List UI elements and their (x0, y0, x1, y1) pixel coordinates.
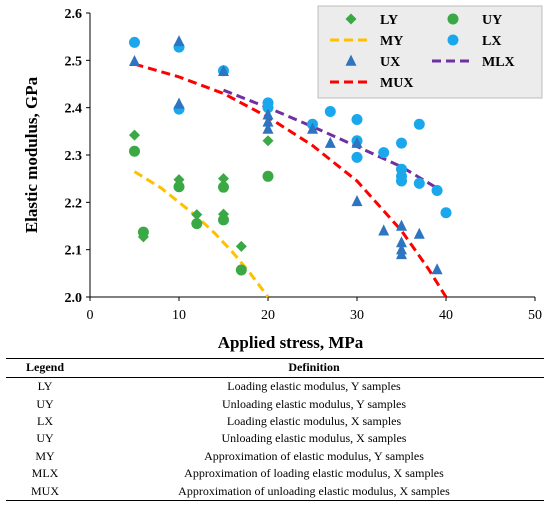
point-ux (173, 35, 185, 47)
legend-label-mux: MUX (380, 76, 413, 91)
y-tick-label: 2.3 (65, 149, 83, 164)
legend-definition: Loading elastic modulus, Y samples (227, 379, 401, 394)
legend-swatch-ly (345, 13, 357, 25)
table-row: LY Loading elastic modulus, Y samples (6, 378, 544, 396)
point-ux (396, 236, 407, 248)
series-line-mux (134, 62, 448, 298)
x-tick-label: 50 (528, 308, 542, 323)
legend-column-header: Legend (6, 358, 84, 378)
x-tick-label: 10 (172, 308, 186, 323)
point-ly (191, 209, 203, 221)
legend-label-mlx: MLX (482, 55, 515, 70)
point-uy (191, 218, 203, 230)
point-ly (129, 129, 140, 141)
point-uy (218, 214, 229, 226)
x-axis-label: Applied stress, MPa (218, 333, 364, 352)
series-line-mlx (222, 88, 438, 190)
point-ux (173, 97, 185, 109)
point-ly (262, 135, 274, 147)
definition-column-header: Definition (84, 358, 544, 378)
legend-code: UY (36, 396, 54, 411)
y-tick-label: 2.4 (65, 102, 83, 117)
point-lx (440, 207, 452, 219)
chart: 2.0 2.1 2.2 2.3 2.4 2.5 2.6 0 10 20 30 40 50 Applied … (22, 5, 543, 352)
point-uy (262, 170, 274, 182)
point-ux (396, 219, 407, 231)
point-lx (413, 177, 425, 189)
table-row: LX Loading elastic modulus, X samples (6, 413, 544, 430)
point-uy (137, 226, 149, 238)
table-row: MLX Approximation of loading elastic modu… (6, 465, 544, 482)
y-tick-label: 2.1 (65, 244, 83, 259)
point-lx (396, 175, 407, 187)
point-lx (396, 137, 407, 149)
point-lx (324, 105, 336, 117)
point-uy (235, 264, 247, 276)
y-tick-label: 2.6 (65, 7, 83, 22)
y-axis-label: Elastic modulus, GPa (22, 76, 41, 233)
series-line-my (133, 170, 270, 298)
point-lx (351, 151, 363, 163)
y-tick-label: 2.2 (65, 196, 83, 211)
x-tick-label: 20 (261, 308, 275, 323)
point-ux (129, 54, 140, 67)
point-lx (262, 102, 274, 114)
legend-swatch-ux (345, 54, 357, 66)
x-tick-label: 30 (350, 308, 364, 323)
legend-swatch-uy (447, 13, 459, 25)
legend-definition: Unloading elastic modulus, Y samples (221, 396, 407, 411)
legend-code: MY (35, 448, 55, 463)
legend-box (317, 5, 543, 99)
legend-definition: Approximation of loading elastic modulus… (184, 466, 444, 481)
point-ux (262, 115, 274, 127)
point-lx (413, 118, 425, 130)
point-ux (413, 227, 425, 239)
legend-definition: Unloading elastic modulus, X samples (221, 431, 407, 446)
table-row: UY Unloading elastic modulus, Y samples (6, 395, 544, 412)
point-ux (351, 195, 363, 207)
legend-code: MUX (6, 482, 84, 501)
point-uy (218, 181, 229, 193)
x-tick-label: 0 (87, 308, 94, 323)
point-lx (431, 185, 443, 196)
legend-label-ly: LY (380, 13, 398, 28)
legend-label-my: MY (380, 34, 403, 49)
table-row: MUX Approximation of unloading elastic mo… (6, 482, 544, 501)
legend-code: LX (37, 413, 53, 428)
legend-definition: Approximation of unloading elastic modul… (84, 482, 544, 501)
point-lx (129, 36, 140, 48)
point-lx (351, 114, 363, 125)
point-ly (218, 173, 229, 185)
table-row: UY Unloading elastic modulus, X samples (6, 430, 544, 447)
legend-label-ux: UX (380, 55, 400, 70)
point-ux (324, 136, 336, 148)
legend-table-header: Legend Definition (6, 358, 544, 378)
x-tick-label: 40 (439, 308, 453, 323)
point-ux (262, 108, 274, 120)
point-lx (378, 147, 390, 159)
legend-swatch-lx (447, 34, 459, 46)
point-ux (378, 224, 390, 236)
table-row: MY Approximation of elastic modulus, Y sa… (6, 448, 544, 465)
legend-label-uy: UY (482, 13, 502, 28)
legend-code: MLX (31, 466, 59, 481)
legend-definition: Approximation of elastic modulus, Y samp… (204, 448, 424, 463)
point-ux (262, 122, 274, 134)
legend-table: Legend Definition LY Loading elastic modu… (6, 358, 544, 501)
point-ux (307, 122, 318, 134)
point-uy (173, 181, 185, 193)
legend-definition: Loading elastic modulus, X samples (226, 413, 402, 428)
legend-code: UY (36, 431, 54, 446)
point-ux (431, 263, 443, 275)
point-ux (351, 136, 363, 148)
legend-label-lx: LX (482, 34, 501, 49)
point-uy (129, 145, 140, 157)
point-ly (235, 240, 247, 252)
legend-code: LY (37, 379, 53, 394)
y-tick-label: 2.0 (65, 291, 83, 306)
point-ux (218, 64, 229, 76)
point-ux (396, 248, 407, 260)
y-tick-label: 2.5 (65, 54, 83, 69)
